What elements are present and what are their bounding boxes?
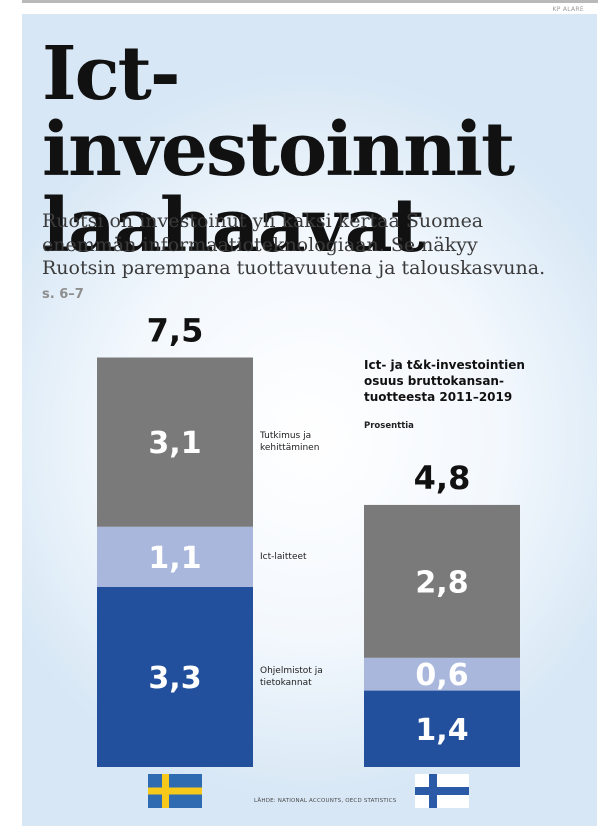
bar-total-label: 4,8: [414, 459, 471, 497]
headline-line-2: laahaavat: [42, 183, 425, 269]
headline-line-1: Ict-investoinnit: [42, 31, 515, 193]
bar-segment-finland-ict-laitteet: [364, 657, 520, 691]
credit-label: KP ALARE: [552, 6, 584, 13]
bar-value-label: 0,6: [415, 658, 468, 693]
bar-value-label: 1,1: [148, 541, 201, 576]
headline: Ict-investoinnit laahaavat: [42, 36, 592, 264]
bar-segment-finland-ohjelmistot-ja-tietokannat: [364, 690, 520, 767]
bar-value-label: 3,1: [148, 426, 201, 461]
category-label: Ohjelmistot ja: [260, 666, 323, 676]
chart-unit: Prosenttia: [364, 421, 414, 431]
page-reference: s. 6–7: [42, 286, 84, 302]
category-label: tietokannat: [260, 678, 312, 688]
lede: Ruotsi on investoinut yli kaksi kertaa S…: [42, 210, 552, 306]
bar-value-label: 3,3: [148, 661, 201, 696]
finland-flag-cross-horizontal: [415, 787, 469, 795]
bar-segment-sweden-tutkimus-ja-kehitt-minen: [97, 357, 253, 527]
source-note: LÄHDE: NATIONAL ACCOUNTS, OECD STATISTIC…: [254, 798, 397, 804]
bar-segment-sweden-ict-laitteet: [97, 526, 253, 587]
sweden-flag-cross-horizontal: [148, 787, 202, 795]
bar-segment-finland-tutkimus-ja-kehitt-minen: [364, 504, 520, 658]
category-label: Tutkimus ja: [259, 431, 311, 441]
bar-value-label: 1,4: [415, 713, 468, 748]
lede-text: Ruotsi on investoinut yli kaksi kertaa S…: [42, 210, 546, 279]
bar-total-label: 7,5: [147, 312, 204, 350]
bar-value-label: 2,8: [415, 565, 468, 600]
chart-title: Ict- ja t&k-investointien osuus bruttoka…: [364, 358, 525, 404]
category-label: kehittäminen: [260, 443, 319, 453]
bar-segment-sweden-ohjelmistot-ja-tietokannat: [97, 586, 253, 767]
category-label: Ict-laitteet: [260, 552, 307, 562]
top-rule: [22, 0, 598, 3]
